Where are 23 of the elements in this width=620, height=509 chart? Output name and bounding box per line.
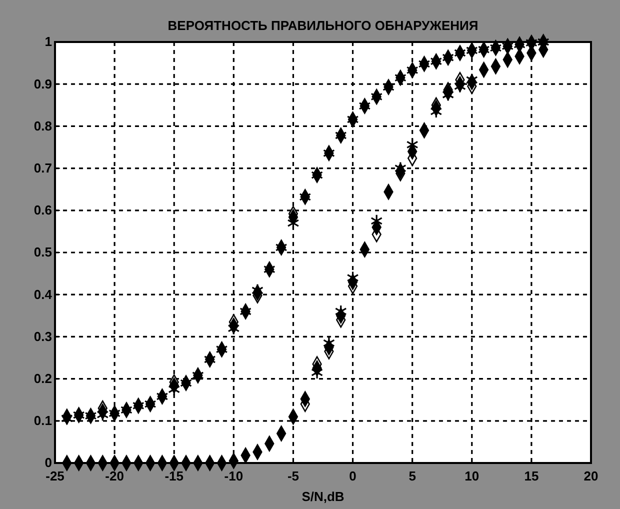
x-axis-title: S/N,dB	[302, 489, 344, 504]
y-tick-label: 1	[44, 34, 52, 50]
x-tick-label: -10	[224, 468, 244, 484]
y-tick-label: 0.5	[34, 244, 52, 260]
y-tick-label: 0.8	[34, 118, 52, 134]
y-tick-label: 0.9	[34, 76, 52, 92]
y-tick-label: 0	[44, 455, 52, 470]
x-tick-label: 5	[408, 468, 416, 484]
y-tick-label: 0.2	[34, 370, 52, 386]
x-tick-label: 15	[524, 468, 539, 484]
y-tick-label: 0.7	[34, 160, 52, 176]
x-tick-label: -25	[46, 468, 64, 484]
y-tick-label: 0.4	[34, 286, 53, 302]
y-tick-label: 0.3	[34, 328, 52, 344]
x-tick-label: 20	[584, 468, 598, 484]
x-tick-label: -15	[164, 468, 184, 484]
x-tick-label: -5	[287, 468, 300, 484]
x-tick-label: 10	[464, 468, 480, 484]
y-tick-label: 0.6	[34, 202, 52, 218]
chart-title: ВЕРОЯТНОСТЬ ПРАВИЛЬНОГО ОБНАРУЖЕНИЯ	[168, 18, 478, 33]
y-tick-label: 0.1	[34, 413, 52, 428]
x-tick-label: -20	[105, 468, 124, 484]
x-tick-label: 0	[349, 468, 356, 484]
